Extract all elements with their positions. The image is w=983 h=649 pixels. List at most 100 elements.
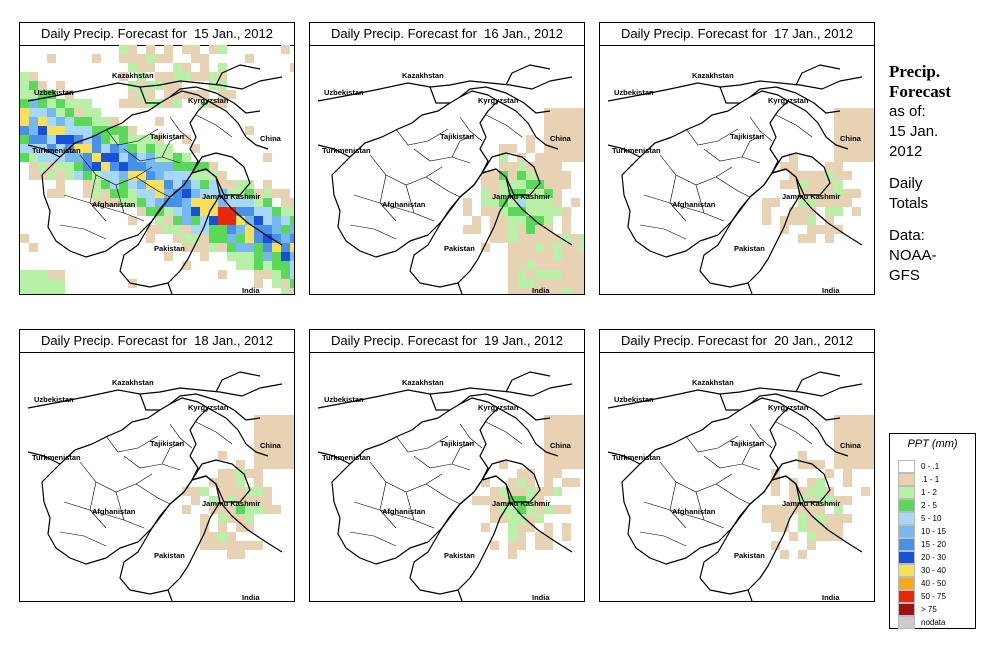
map-label-afghanistan: Afghanistan: [672, 507, 716, 516]
precip-cell: [101, 180, 110, 189]
map-label-kyrgyzstan: Kyrgyzstan: [478, 96, 519, 105]
precip-cell: [155, 54, 164, 63]
precip-cell: [553, 442, 562, 451]
precip-cell: [834, 514, 843, 523]
precip-cell: [236, 505, 245, 514]
precip-cell: [508, 288, 517, 294]
precip-cell: [146, 180, 155, 189]
precip-cell: [191, 45, 200, 54]
precip-cell: [571, 117, 580, 126]
province-borders: [59, 421, 233, 547]
precip-cell: [182, 45, 191, 54]
province-line: [59, 224, 107, 240]
precip-cell: [870, 144, 874, 153]
border-line: [457, 282, 463, 294]
precip-cell: [83, 162, 92, 171]
map-label-tajikistan: Tajikistan: [730, 439, 764, 448]
precip-cell: [56, 99, 65, 108]
precip-cell: [254, 469, 263, 478]
map-label-kashmir: Jammu Kashmir: [202, 192, 260, 201]
precip-cell: [553, 424, 562, 433]
precip-cell: [535, 279, 544, 288]
precip-cell: [535, 261, 544, 270]
precip-cell: [227, 252, 236, 261]
precip-cell: [834, 442, 843, 451]
precip-cell: [553, 171, 562, 180]
precip-cell: [861, 144, 870, 153]
precip-cell: [825, 496, 834, 505]
map-label-china: China: [840, 441, 862, 450]
precip-cell: [146, 144, 155, 153]
forecast-panel-4: Daily Precip. Forecast for 18 Jan., 2012…: [19, 329, 295, 602]
precip-cell: [263, 415, 272, 424]
precip-cell: [182, 135, 191, 144]
legend-swatch: [898, 486, 915, 499]
legend-label: 5 - 10: [921, 514, 942, 523]
legend-item: 0 - .1: [898, 460, 939, 473]
precip-cell: [508, 523, 517, 532]
precip-map: Uzbekistan Kazakhstan Kyrgyzstan Tajikistan…: [607, 64, 874, 294]
precip-cell: [254, 433, 263, 442]
precip-cell: [281, 252, 290, 261]
precip-cell: [499, 234, 508, 243]
precip-cell: [807, 532, 816, 541]
border-line: [169, 86, 261, 114]
precip-cell: [544, 442, 553, 451]
precip-cell: [146, 135, 155, 144]
precip-cell: [571, 442, 580, 451]
legend-swatch: [898, 460, 915, 473]
precip-cell: [182, 234, 191, 243]
legend-item: nodata: [898, 616, 945, 629]
precip-cell: [490, 198, 499, 207]
border-line: [27, 451, 61, 465]
precip-cell: [245, 469, 254, 478]
precip-cell: [245, 261, 254, 270]
precip-cell: [281, 225, 290, 234]
precip-cell: [245, 225, 254, 234]
precip-cell: [128, 63, 137, 72]
border-line: [169, 393, 261, 421]
precip-cell: [272, 252, 281, 261]
precip-cell: [245, 252, 254, 261]
precip-cell: [254, 487, 263, 496]
precip-cell: [553, 126, 562, 135]
precip-cell: [580, 117, 584, 126]
precip-cell: [472, 496, 481, 505]
precip-cell: [526, 478, 535, 487]
precip-cell: [209, 162, 218, 171]
map-label-uzbekistan: Uzbekistan: [614, 88, 654, 97]
precip-cell: [29, 171, 38, 180]
map-label-kashmir: Jammu Kashmir: [492, 499, 550, 508]
precip-cell: [227, 487, 236, 496]
precip-cell: [852, 153, 861, 162]
precip-cell: [200, 216, 209, 225]
precip-cell: [263, 243, 272, 252]
precip-cell: [47, 135, 56, 144]
precip-cell: [272, 433, 281, 442]
precip-cell: [227, 514, 236, 523]
precip-cell: [146, 90, 155, 99]
precip-cell: [119, 171, 128, 180]
map-label-kazakhstan: Kazakhstan: [112, 378, 154, 387]
precip-cell: [128, 135, 137, 144]
precip-cell: [580, 243, 584, 252]
precip-cell: [236, 541, 245, 550]
precip-cell: [553, 261, 562, 270]
precip-cell: [553, 117, 562, 126]
legend-item: 50 - 75: [898, 590, 946, 603]
precip-cell: [209, 45, 218, 54]
precip-cell: [254, 442, 263, 451]
precip-cell: [83, 171, 92, 180]
precip-cell: [508, 496, 517, 505]
legend-swatch: [898, 590, 915, 603]
precip-cell: [562, 135, 571, 144]
precip-cell: [227, 541, 236, 550]
province-line: [703, 148, 761, 164]
precip-cell: [56, 144, 65, 153]
precip-cell: [843, 433, 852, 442]
precip-cell: [92, 108, 101, 117]
precip-cell: [544, 487, 553, 496]
precip-cell: [490, 180, 499, 189]
precip-cell: [499, 180, 508, 189]
precip-cell: [789, 216, 798, 225]
